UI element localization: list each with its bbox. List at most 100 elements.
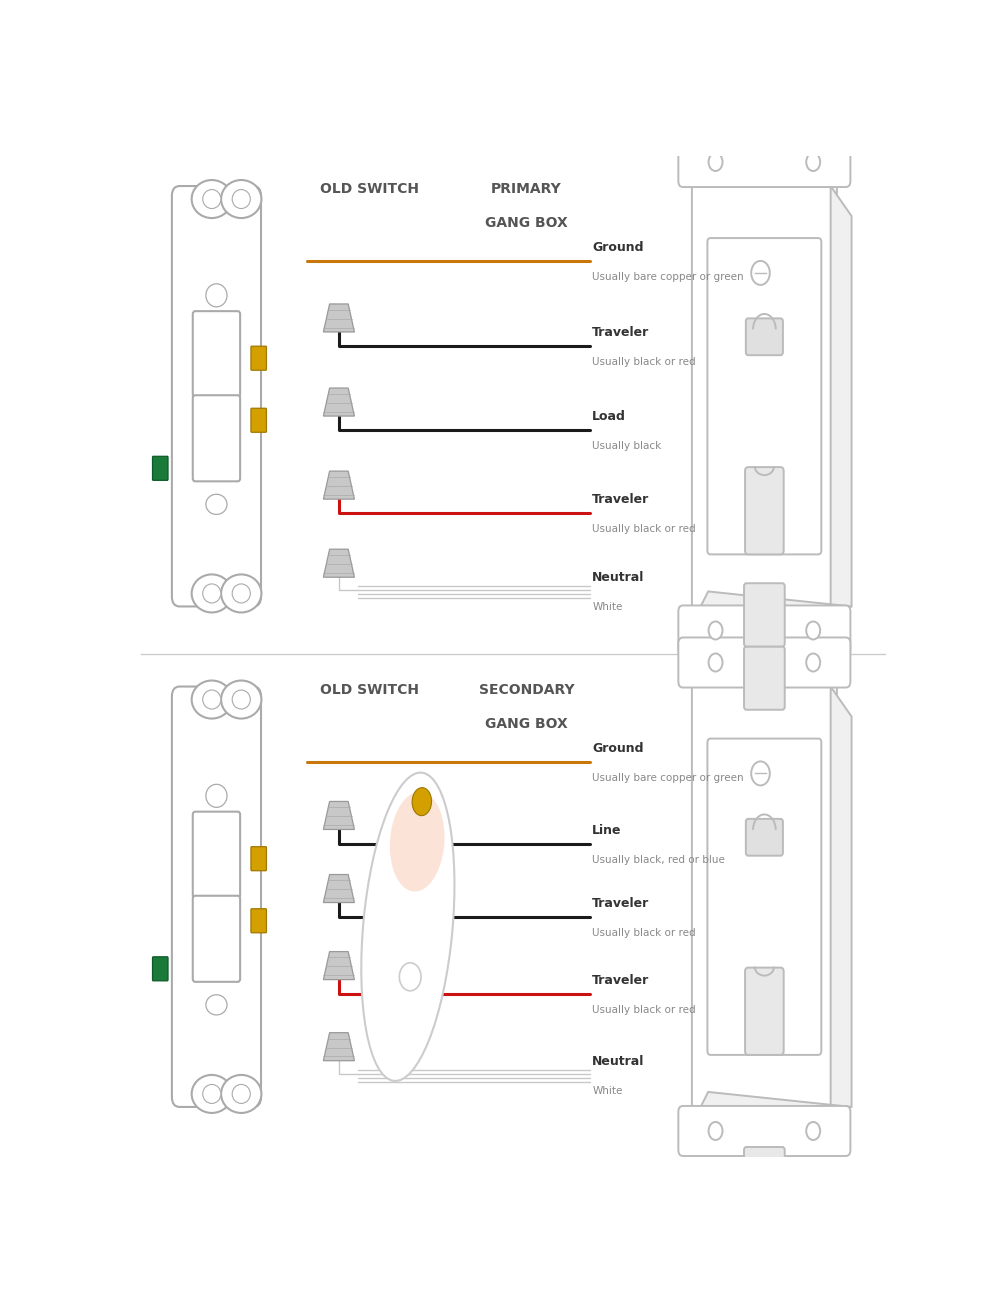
FancyBboxPatch shape <box>193 896 240 982</box>
Circle shape <box>751 762 770 785</box>
Polygon shape <box>323 875 354 902</box>
Ellipse shape <box>232 190 250 208</box>
FancyBboxPatch shape <box>678 606 850 655</box>
Ellipse shape <box>192 680 232 719</box>
Circle shape <box>806 1122 820 1140</box>
Text: Neutral: Neutral <box>592 1054 645 1067</box>
FancyBboxPatch shape <box>746 318 783 355</box>
Circle shape <box>757 489 771 507</box>
Polygon shape <box>698 1092 852 1112</box>
Text: Traveler: Traveler <box>592 897 650 910</box>
Text: Neutral: Neutral <box>592 572 645 585</box>
Text: GANG BOX: GANG BOX <box>485 716 568 731</box>
FancyBboxPatch shape <box>153 957 168 980</box>
Text: PRIMARY: PRIMARY <box>491 182 562 196</box>
FancyBboxPatch shape <box>707 738 821 1054</box>
Circle shape <box>806 621 820 640</box>
Ellipse shape <box>221 680 261 719</box>
FancyBboxPatch shape <box>745 467 784 554</box>
Ellipse shape <box>203 584 221 603</box>
Text: Usually black or red: Usually black or red <box>592 358 696 367</box>
Text: SECONDARY: SECONDARY <box>479 682 574 697</box>
Circle shape <box>806 654 820 672</box>
FancyBboxPatch shape <box>251 909 266 933</box>
Text: Usually black or red: Usually black or red <box>592 928 696 937</box>
Ellipse shape <box>203 1084 221 1104</box>
FancyBboxPatch shape <box>251 408 266 433</box>
Polygon shape <box>323 801 354 829</box>
Text: OLD SWITCH: OLD SWITCH <box>320 682 419 697</box>
FancyBboxPatch shape <box>251 846 266 871</box>
FancyBboxPatch shape <box>678 1106 850 1156</box>
Circle shape <box>709 621 723 640</box>
Ellipse shape <box>361 772 454 1080</box>
FancyBboxPatch shape <box>692 659 837 1135</box>
Text: Usually black or red: Usually black or red <box>592 524 696 534</box>
Text: Traveler: Traveler <box>592 326 650 339</box>
Text: White: White <box>592 602 623 612</box>
Circle shape <box>709 153 723 172</box>
FancyBboxPatch shape <box>251 346 266 370</box>
FancyBboxPatch shape <box>193 811 240 898</box>
Polygon shape <box>323 471 354 499</box>
Ellipse shape <box>203 690 221 709</box>
Circle shape <box>399 963 421 991</box>
Ellipse shape <box>192 1075 232 1113</box>
Ellipse shape <box>206 283 227 307</box>
FancyBboxPatch shape <box>193 395 240 481</box>
Polygon shape <box>323 1032 354 1061</box>
Text: Usually bare copper or green: Usually bare copper or green <box>592 272 744 282</box>
Text: Ground: Ground <box>592 240 644 254</box>
Text: Traveler: Traveler <box>592 974 650 987</box>
FancyBboxPatch shape <box>744 83 785 146</box>
Polygon shape <box>831 186 852 611</box>
Text: Ground: Ground <box>592 741 644 754</box>
Ellipse shape <box>221 179 261 218</box>
FancyBboxPatch shape <box>153 456 168 480</box>
Polygon shape <box>323 549 354 577</box>
Circle shape <box>751 261 770 285</box>
FancyBboxPatch shape <box>745 967 784 1054</box>
Polygon shape <box>698 592 852 611</box>
Text: OLD SWITCH: OLD SWITCH <box>320 182 419 196</box>
Ellipse shape <box>206 994 227 1015</box>
FancyBboxPatch shape <box>707 238 821 554</box>
Ellipse shape <box>232 1084 250 1104</box>
Ellipse shape <box>221 575 261 612</box>
Ellipse shape <box>412 788 432 815</box>
Ellipse shape <box>206 784 227 807</box>
Text: White: White <box>592 1086 623 1096</box>
Text: Usually black: Usually black <box>592 441 662 451</box>
Text: GANG BOX: GANG BOX <box>485 216 568 230</box>
Ellipse shape <box>192 179 232 218</box>
FancyBboxPatch shape <box>172 686 261 1108</box>
Polygon shape <box>323 304 354 332</box>
Circle shape <box>757 989 771 1008</box>
Circle shape <box>709 654 723 672</box>
Circle shape <box>709 1122 723 1140</box>
Ellipse shape <box>390 792 445 892</box>
FancyBboxPatch shape <box>744 646 785 710</box>
Ellipse shape <box>206 494 227 515</box>
FancyBboxPatch shape <box>193 311 240 398</box>
FancyBboxPatch shape <box>172 186 261 606</box>
Ellipse shape <box>232 584 250 603</box>
Text: Usually bare copper or green: Usually bare copper or green <box>592 772 744 783</box>
Text: Load: Load <box>592 411 626 424</box>
Polygon shape <box>323 952 354 980</box>
Polygon shape <box>831 686 852 1112</box>
FancyBboxPatch shape <box>746 819 783 855</box>
FancyBboxPatch shape <box>678 637 850 688</box>
Text: Traveler: Traveler <box>592 494 650 507</box>
FancyBboxPatch shape <box>744 1147 785 1210</box>
FancyBboxPatch shape <box>692 159 837 634</box>
Text: Usually black or red: Usually black or red <box>592 1005 696 1015</box>
Polygon shape <box>323 387 354 416</box>
Circle shape <box>806 153 820 172</box>
FancyBboxPatch shape <box>744 584 785 646</box>
Ellipse shape <box>221 1075 261 1113</box>
Text: Line: Line <box>592 824 622 837</box>
FancyBboxPatch shape <box>678 136 850 187</box>
Text: Usually black, red or blue: Usually black, red or blue <box>592 854 725 864</box>
Ellipse shape <box>192 575 232 612</box>
